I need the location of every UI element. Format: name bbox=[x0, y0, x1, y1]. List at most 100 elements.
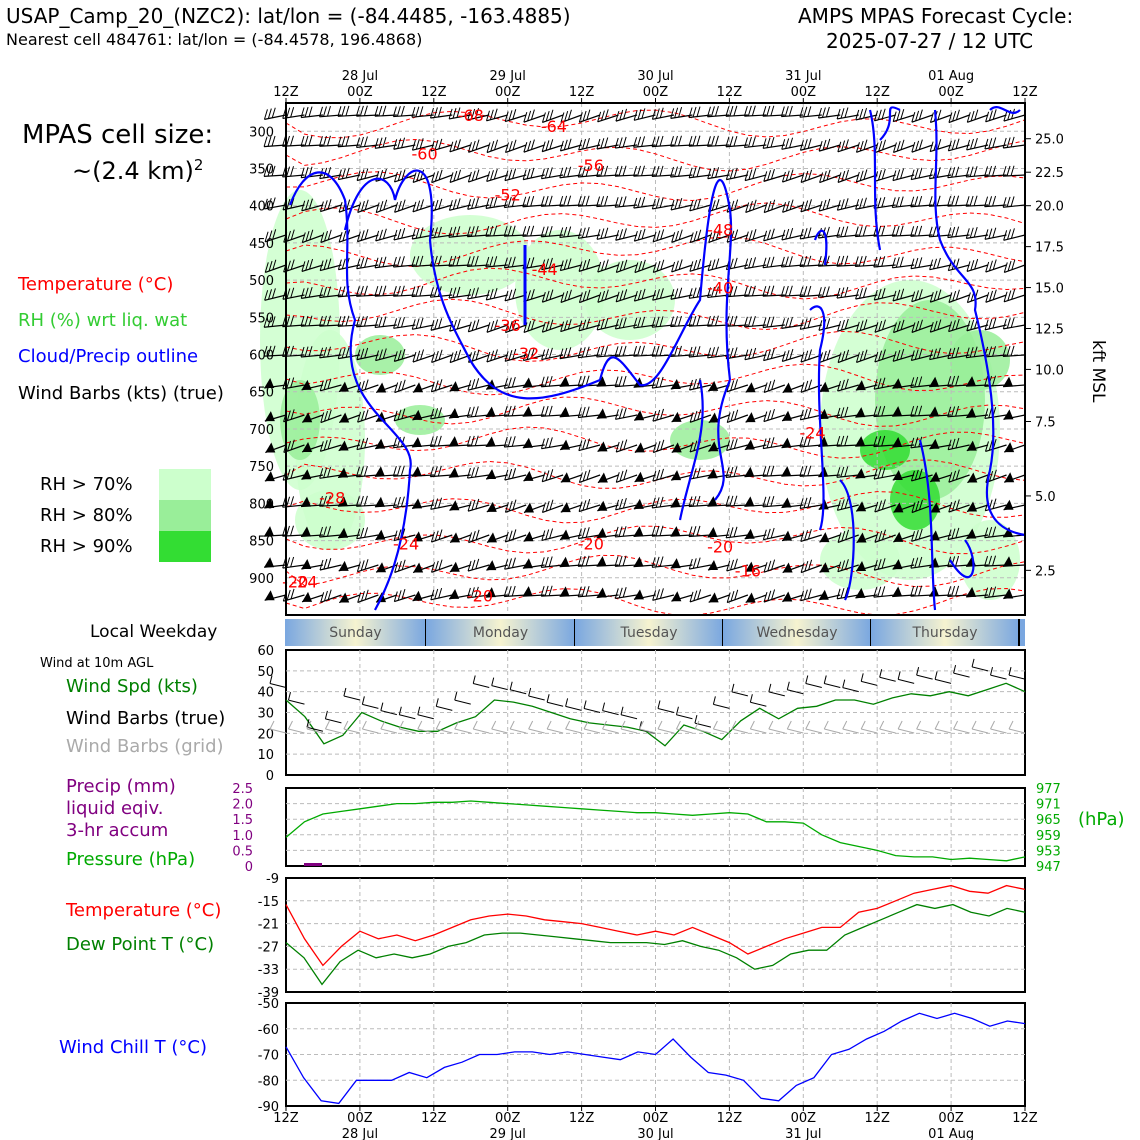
wind-barb-shaft bbox=[1003, 324, 1026, 330]
pressure-tick-label: 971 bbox=[1036, 798, 1061, 813]
pressure-tick-label: 400 bbox=[249, 200, 274, 215]
wind-barb bbox=[651, 316, 675, 328]
wind-barb-shaft bbox=[394, 354, 416, 362]
wind-barb-flag bbox=[745, 592, 756, 603]
wind-barb-feather bbox=[733, 466, 738, 477]
wind-barb-feather bbox=[434, 139, 439, 151]
wind-barb-feather bbox=[826, 349, 831, 360]
wind-barb-shaft bbox=[579, 474, 601, 484]
wind-barb-feather bbox=[874, 501, 879, 513]
wind-barb-shaft bbox=[356, 474, 379, 478]
surface-barb-true bbox=[362, 703, 379, 709]
wind-barb bbox=[503, 196, 527, 209]
wind-barb-feather bbox=[992, 227, 997, 238]
wind-barb-feather bbox=[655, 497, 660, 508]
wind-barb bbox=[725, 495, 748, 507]
wind-barb-feather bbox=[382, 348, 387, 359]
wind-barb-shaft bbox=[910, 414, 933, 417]
wind-barb-feather bbox=[803, 318, 808, 329]
wind-barb bbox=[559, 226, 582, 239]
wind-barb-feather bbox=[493, 108, 498, 119]
wind-barb-feather bbox=[559, 260, 564, 271]
wind-barb bbox=[356, 347, 379, 361]
wind-barb-shaft bbox=[264, 114, 287, 120]
wind-barb-shaft bbox=[1003, 204, 1026, 208]
wind-barb bbox=[374, 256, 397, 269]
wind-barb-shaft bbox=[1003, 234, 1026, 241]
wind-barb-feather bbox=[730, 591, 735, 602]
wind-note: Wind at 10m AGL bbox=[40, 656, 154, 671]
wind-barb-feather bbox=[914, 257, 919, 269]
wind-barb-feather bbox=[286, 166, 291, 177]
wind-barb-shaft bbox=[615, 594, 638, 600]
wind-barb bbox=[651, 107, 675, 120]
wind-barb-feather bbox=[300, 316, 305, 327]
wind-barb bbox=[985, 289, 1007, 303]
surface-barb-grid-feather bbox=[694, 720, 700, 730]
wind-barb-feather bbox=[641, 136, 646, 147]
wind-barb bbox=[911, 289, 933, 303]
wind-barb-feather bbox=[836, 255, 841, 267]
wind-barb bbox=[540, 405, 564, 417]
wind-barb-feather bbox=[844, 139, 849, 150]
wind-barb-feather bbox=[752, 229, 757, 240]
wind-barb-shaft bbox=[670, 354, 693, 358]
wind-barb-shaft bbox=[800, 414, 822, 421]
wind-barb bbox=[337, 167, 361, 181]
wind-barb bbox=[745, 199, 767, 214]
wind-barb-feather bbox=[456, 318, 461, 330]
wind-barb-shaft bbox=[448, 114, 471, 120]
wind-barb bbox=[744, 136, 767, 149]
wind-barb-feather bbox=[508, 530, 513, 541]
wind-barb bbox=[910, 585, 933, 597]
surface-barb-true bbox=[971, 666, 989, 672]
wind-barb-feather bbox=[641, 345, 645, 356]
wind-barb-feather bbox=[485, 289, 490, 301]
wind-barb-feather bbox=[692, 558, 697, 569]
wind-barb-feather bbox=[984, 229, 989, 240]
wind-barb-feather bbox=[356, 561, 361, 572]
wind-barb-shaft bbox=[504, 204, 527, 209]
wind-barb-flag bbox=[596, 527, 607, 538]
wind-barb-feather bbox=[859, 170, 864, 181]
wind-barb bbox=[984, 317, 1007, 331]
wind-barb bbox=[893, 502, 915, 513]
wind-barb bbox=[855, 169, 878, 183]
wind-barb-feather bbox=[263, 166, 268, 177]
surface-barb-grid bbox=[694, 728, 712, 734]
top-time-tick-label: 12Z bbox=[569, 85, 595, 100]
temperature-contour-label: -20 bbox=[578, 535, 604, 554]
wind-barb-feather bbox=[693, 410, 698, 422]
top-time-tick-label: 00Z bbox=[938, 85, 964, 100]
wind-barb-feather bbox=[493, 196, 498, 208]
legend-rh80: RH > 80% bbox=[40, 505, 133, 526]
surface-barb-grid-feather bbox=[565, 720, 571, 730]
wind-barb-feather bbox=[952, 470, 957, 482]
surface-barb-grid bbox=[565, 728, 582, 734]
wind-barb-flag bbox=[634, 442, 645, 453]
wind-barb-feather bbox=[878, 320, 883, 332]
surface-barb-true-feather bbox=[324, 710, 328, 720]
wind-barb-feather bbox=[878, 141, 883, 152]
bottom-time-tick-label: 12Z bbox=[421, 1111, 447, 1126]
wind-barb-shaft bbox=[338, 354, 360, 360]
wind-barb-feather bbox=[549, 499, 554, 510]
wind-barb-feather bbox=[766, 437, 771, 449]
wind-barb-feather bbox=[527, 290, 531, 301]
wind-barb bbox=[485, 108, 508, 122]
wind-barb-flag bbox=[374, 496, 385, 507]
wind-barb bbox=[873, 405, 896, 418]
wind-barb-feather bbox=[678, 106, 683, 118]
wind-barb-feather bbox=[915, 110, 920, 122]
wind-barb bbox=[762, 465, 785, 477]
wind-barb-feather bbox=[619, 109, 624, 121]
weekday-label: Sunday bbox=[329, 625, 381, 641]
wind-barb-feather bbox=[567, 289, 572, 300]
wind-barb-feather bbox=[707, 168, 712, 179]
wind-barb-shaft bbox=[320, 414, 342, 424]
wind-barb-feather bbox=[855, 352, 860, 363]
wind-barb-feather bbox=[581, 227, 586, 238]
wind-barb-feather bbox=[855, 109, 860, 121]
wind-barb-shaft bbox=[836, 594, 859, 600]
wind-barb-shaft bbox=[467, 204, 490, 210]
